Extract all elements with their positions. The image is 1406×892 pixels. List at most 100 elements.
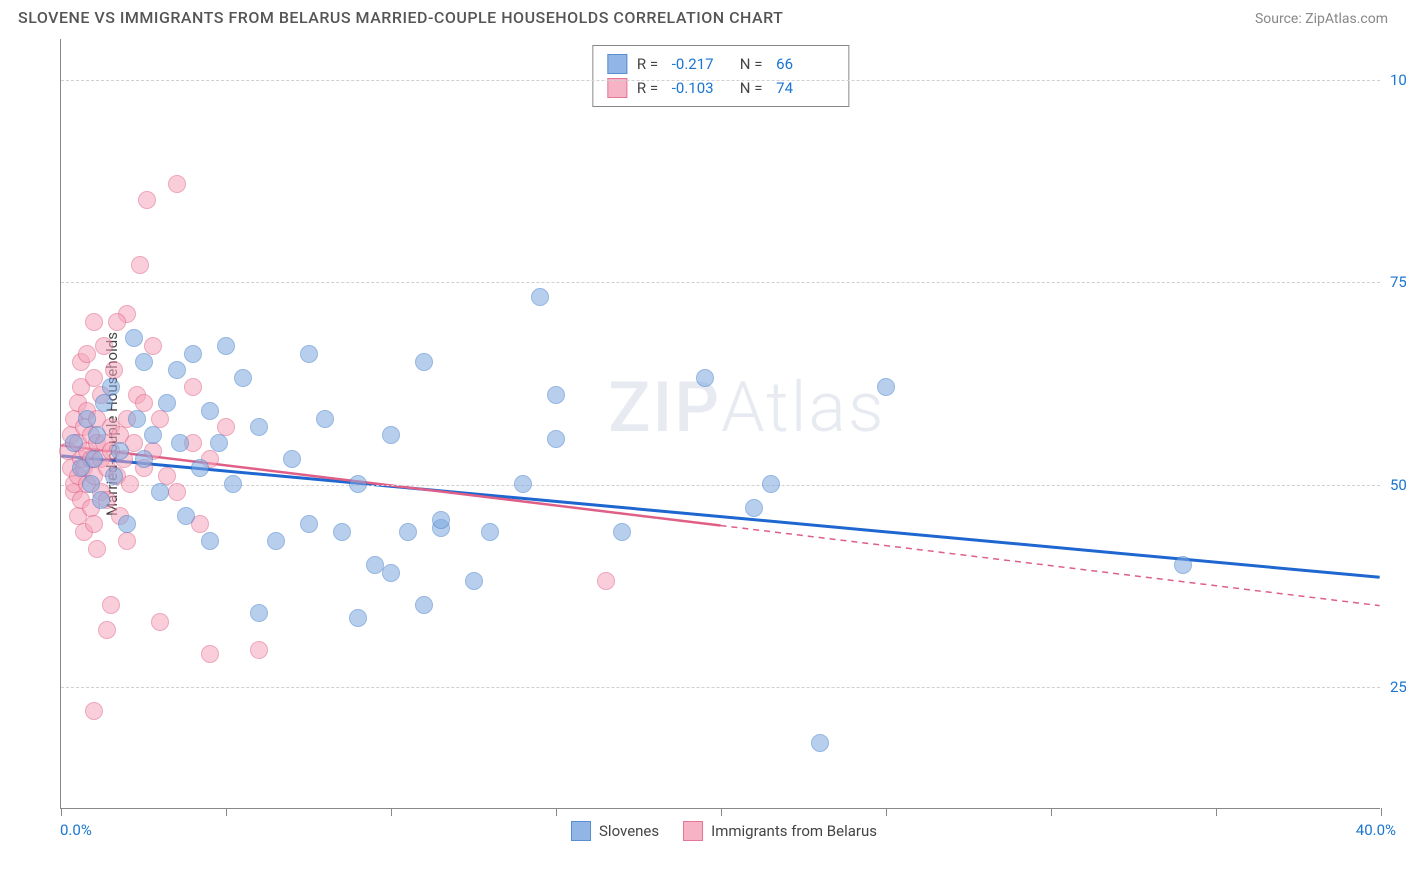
stats-legend: R = -0.217 N = 66 R = -0.103 N = 74 [592,45,849,107]
legend-label-belarus: Immigrants from Belarus [711,822,877,840]
r-label: R = [637,79,662,97]
source-credit: Source: ZipAtlas.com [1255,11,1388,27]
r-value-slovenes: -0.217 [672,55,730,73]
scatter-point-belarus [108,313,126,331]
chart-title: SLOVENE VS IMMIGRANTS FROM BELARUS MARRI… [18,8,783,27]
legend-item-slovenes: Slovenes [571,821,659,841]
scatter-point-slovenes [745,499,763,517]
scatter-point-slovenes [267,532,285,550]
scatter-point-slovenes [88,426,106,444]
scatter-point-belarus [102,596,120,614]
swatch-belarus [607,78,627,98]
x-axis-max-label: 40.0% [1356,821,1396,839]
scatter-point-slovenes [128,410,146,428]
scatter-point-belarus [85,313,103,331]
scatter-point-slovenes [158,394,176,412]
scatter-point-slovenes [201,532,219,550]
x-tick [226,808,227,816]
scatter-point-slovenes [92,491,110,509]
y-tick-label: 25.0% [1382,678,1406,696]
scatter-point-slovenes [811,734,829,752]
scatter-point-belarus [168,175,186,193]
scatter-point-slovenes [300,515,318,533]
scatter-point-slovenes [95,394,113,412]
x-tick [886,808,887,816]
scatter-point-belarus [105,361,123,379]
scatter-point-slovenes [382,426,400,444]
r-value-belarus: -0.103 [672,79,730,97]
scatter-point-slovenes [82,475,100,493]
scatter-point-slovenes [366,556,384,574]
x-tick [61,808,62,816]
x-tick [391,808,392,816]
scatter-point-slovenes [125,329,143,347]
scatter-point-slovenes [415,353,433,371]
scatter-point-slovenes [78,410,96,428]
n-value-slovenes: 66 [776,55,834,73]
scatter-point-slovenes [696,369,714,387]
scatter-point-slovenes [514,475,532,493]
y-tick-label: 75.0% [1382,273,1406,291]
x-tick [721,808,722,816]
legend-label-slovenes: Slovenes [599,822,659,840]
scatter-point-slovenes [877,378,895,396]
scatter-point-belarus [85,702,103,720]
scatter-point-slovenes [481,523,499,541]
n-value-belarus: 74 [776,79,834,97]
scatter-point-slovenes [102,378,120,396]
scatter-point-slovenes [349,609,367,627]
scatter-point-slovenes [283,450,301,468]
scatter-point-belarus [138,191,156,209]
scatter-point-belarus [88,540,106,558]
scatter-point-belarus [118,532,136,550]
x-tick [556,808,557,816]
scatter-point-slovenes [399,523,417,541]
scatter-point-slovenes [135,450,153,468]
scatter-point-slovenes [177,507,195,525]
scatter-point-slovenes [547,430,565,448]
scatter-point-slovenes [547,386,565,404]
swatch-slovenes [607,54,627,74]
scatter-point-slovenes [465,572,483,590]
scatter-point-slovenes [65,434,83,452]
scatter-point-slovenes [168,361,186,379]
scatter-point-slovenes [171,434,189,452]
scatter-point-slovenes [151,483,169,501]
scatter-point-slovenes [85,450,103,468]
scatter-point-slovenes [135,353,153,371]
scatter-point-belarus [151,613,169,631]
x-axis-min-label: 0.0% [60,821,92,839]
scatter-point-slovenes [217,337,235,355]
scatter-point-slovenes [111,442,129,460]
x-tick [1216,808,1217,816]
scatter-point-slovenes [531,288,549,306]
scatter-point-belarus [144,337,162,355]
scatter-point-belarus [168,483,186,501]
gridline [61,282,1380,283]
scatter-point-slovenes [333,523,351,541]
gridline [61,485,1380,486]
scatter-point-belarus [85,515,103,533]
scatter-point-slovenes [1174,556,1192,574]
scatter-point-belarus [78,345,96,363]
stats-row-slovenes: R = -0.217 N = 66 [607,52,834,76]
watermark: ZIPAtlas [608,367,885,449]
legend-swatch-slovenes [571,821,591,841]
scatter-point-belarus [98,621,116,639]
n-label: N = [740,55,766,73]
legend-swatch-belarus [683,821,703,841]
chart-container: Married-couple Households ZIPAtlas R = -… [60,39,1388,809]
scatter-point-slovenes [118,515,136,533]
scatter-point-belarus [250,641,268,659]
y-tick-label: 100.0% [1382,71,1406,89]
scatter-point-belarus [597,572,615,590]
scatter-point-belarus [201,645,219,663]
y-tick-label: 50.0% [1382,476,1406,494]
scatter-point-slovenes [105,467,123,485]
x-tick [1051,808,1052,816]
watermark-atlas: Atlas [721,367,885,449]
scatter-point-belarus [121,475,139,493]
x-tick [1381,808,1382,816]
scatter-point-slovenes [144,426,162,444]
scatter-point-slovenes [191,459,209,477]
